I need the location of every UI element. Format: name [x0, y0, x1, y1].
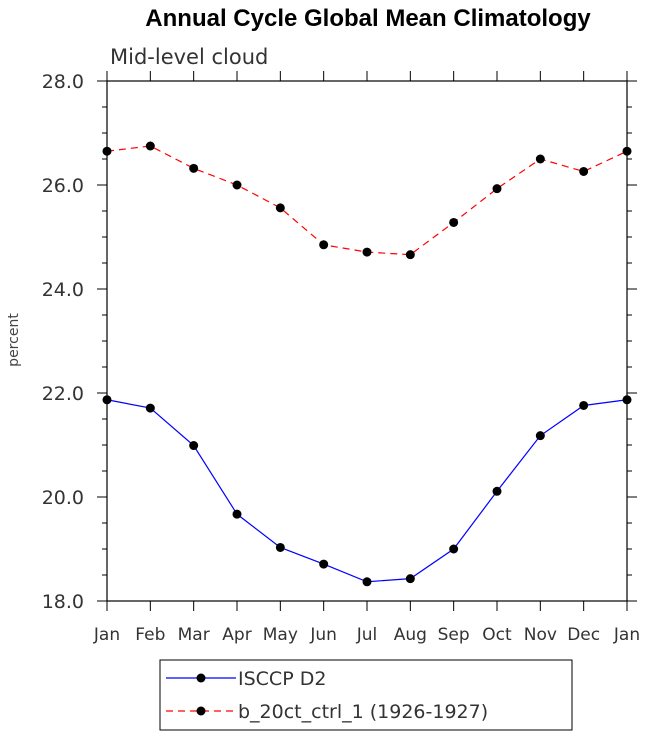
data-point-series-0 [405, 574, 415, 584]
legend-marker-isccp [196, 673, 206, 683]
series-group [102, 141, 632, 587]
series-line-0 [106, 399, 628, 583]
data-point-series-1 [492, 184, 502, 194]
data-point-series-0 [579, 400, 589, 410]
data-point-series-0 [492, 486, 502, 496]
x-tick-label: Aug [394, 625, 427, 645]
data-point-series-0 [449, 544, 459, 554]
y-tick-labels: 18.0 20.0 22.0 24.0 26.0 28.0 [42, 71, 84, 613]
y-tick-label: 24.0 [42, 279, 84, 301]
y-tick-label: 26.0 [42, 175, 84, 197]
chart-subtitle: Mid-level cloud [110, 45, 268, 69]
x-tick-label: Nov [524, 625, 557, 645]
axis-ticks [97, 71, 637, 611]
x-tick-label: Jul [356, 625, 378, 645]
data-point-series-1 [275, 203, 285, 213]
legend-label-isccp: ISCCP D2 [238, 668, 326, 690]
y-tick-label: 18.0 [42, 591, 84, 613]
x-tick-label: Oct [482, 625, 512, 645]
data-point-series-1 [319, 240, 329, 250]
y-tick-label: 22.0 [42, 383, 84, 405]
data-point-series-1 [362, 247, 372, 257]
data-point-series-0 [189, 441, 199, 451]
data-point-series-1 [405, 250, 415, 260]
x-tick-label: Jan [93, 625, 120, 645]
y-tick-label: 28.0 [42, 71, 84, 93]
data-point-series-1 [102, 146, 112, 156]
x-tick-label: Dec [567, 625, 600, 645]
x-tick-labels: Jan Feb Mar Apr May Jun Jul Aug Sep Oct Nov Dec Jan [93, 625, 640, 645]
data-point-series-0 [319, 559, 329, 569]
data-point-series-0 [275, 542, 285, 552]
legend-label-model: b_20ct_ctrl_1 (1926-1927) [238, 701, 488, 723]
data-point-series-0 [362, 577, 372, 587]
y-axis-label: percent [6, 313, 22, 367]
x-tick-label: May [263, 625, 298, 645]
x-tick-label: Feb [135, 625, 165, 645]
legend: ISCCP D2 b_20ct_ctrl_1 (1926-1927) [159, 659, 573, 731]
data-point-series-0 [232, 509, 242, 519]
data-point-series-1 [535, 154, 545, 164]
series-line-1 [106, 145, 628, 256]
plot-frame [106, 80, 628, 602]
legend-marker-model [196, 706, 206, 716]
x-tick-label: Sep [438, 625, 470, 645]
data-point-series-1 [449, 217, 459, 227]
data-point-series-1 [232, 180, 242, 190]
data-point-series-0 [535, 431, 545, 441]
x-tick-label: Jun [309, 625, 337, 645]
chart-title: Annual Cycle Global Mean Climatology [145, 5, 591, 32]
data-point-series-1 [622, 146, 632, 156]
data-point-series-1 [145, 141, 155, 151]
data-point-series-1 [579, 166, 589, 176]
x-tick-label: Jan [613, 625, 640, 645]
x-tick-label: Mar [178, 625, 210, 645]
data-point-series-1 [189, 163, 199, 173]
legend-box [159, 659, 573, 731]
data-point-series-0 [622, 395, 632, 405]
data-point-series-0 [145, 403, 155, 413]
y-tick-label: 20.0 [42, 487, 84, 509]
x-tick-label: Apr [222, 625, 251, 645]
data-point-series-0 [102, 395, 112, 405]
